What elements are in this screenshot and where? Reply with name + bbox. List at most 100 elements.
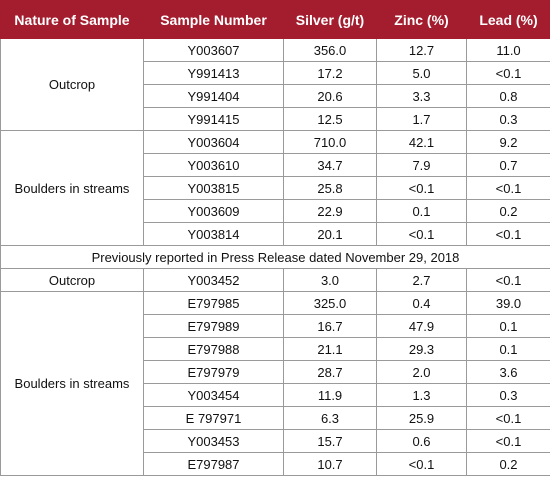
data-cell: <0.1 [466, 222, 550, 246]
data-row: E797989 16.7 47.9 0.1 [1, 314, 550, 338]
nature-cell: Boulders in streams [0, 291, 144, 476]
data-cell: 0.3 [466, 383, 550, 407]
data-cell: Y991404 [143, 84, 284, 108]
data-cell: 11.0 [466, 38, 550, 62]
data-cell: Y991413 [143, 61, 284, 85]
data-row: Y991404 20.6 3.3 0.8 [1, 84, 550, 108]
data-cell: <0.1 [466, 429, 550, 453]
data-cell: <0.1 [376, 222, 467, 246]
data-cell: 0.8 [466, 84, 550, 108]
data-cell: 0.6 [376, 429, 467, 453]
data-cell: 34.7 [283, 153, 377, 177]
data-row: E 797971 6.3 25.9 <0.1 [1, 406, 550, 430]
nature-cell: Outcrop [0, 38, 144, 131]
data-cell: Y991415 [143, 107, 284, 131]
data-row: Y003610 34.7 7.9 0.7 [1, 153, 550, 177]
table-body: Outcrop Y003607 356.0 12.7 11.0 Y991413 17.2 5.… [0, 38, 550, 476]
data-cell: 20.6 [283, 84, 377, 108]
data-cell: <0.1 [376, 452, 467, 476]
header-cell: Silver (g/t) [283, 0, 377, 39]
data-cell: 5.0 [376, 61, 467, 85]
data-row: Y003815 25.8 <0.1 <0.1 [1, 176, 550, 200]
data-cell: 1.7 [376, 107, 467, 131]
data-cell: 9.2 [466, 130, 550, 154]
header-cell: Nature of Sample [0, 0, 144, 39]
data-cell: <0.1 [466, 61, 550, 85]
data-cell: 20.1 [283, 222, 377, 246]
data-cell: Y003604 [143, 130, 284, 154]
note-row: Previously reported in Press Release dat… [0, 245, 550, 269]
data-cell: 3.6 [466, 360, 550, 384]
data-cell: 16.7 [283, 314, 377, 338]
data-cell: 6.3 [283, 406, 377, 430]
data-cell: 25.9 [376, 406, 467, 430]
data-cell: 42.1 [376, 130, 467, 154]
data-cell: 325.0 [283, 291, 377, 315]
data-cell: 0.1 [466, 337, 550, 361]
data-cell: <0.1 [466, 176, 550, 200]
data-cell: 3.3 [376, 84, 467, 108]
data-row: Y991413 17.2 5.0 <0.1 [1, 61, 550, 85]
data-cell: 710.0 [283, 130, 377, 154]
data-cell: 29.3 [376, 337, 467, 361]
header-row: Nature of Sample Sample Number Silver (g/t… [0, 0, 550, 39]
header-cell: Lead (%) [466, 0, 550, 39]
nature-cell: Boulders in streams [0, 130, 144, 246]
data-row: Boulders in streams E797985 325.0 0.4 39.0 [0, 291, 550, 476]
data-cell: <0.1 [466, 406, 550, 430]
data-cell: 47.9 [376, 314, 467, 338]
data-cell: E797979 [143, 360, 284, 384]
data-cell: E797985 [143, 291, 284, 315]
data-cell: 0.1 [466, 314, 550, 338]
header-cell: Zinc (%) [376, 0, 467, 39]
data-cell: 3.0 [283, 268, 377, 292]
data-cell: 39.0 [466, 291, 550, 315]
data-cell: 15.7 [283, 429, 377, 453]
data-cell: Y003814 [143, 222, 284, 246]
data-cell: Y003609 [143, 199, 284, 223]
data-cell: Y003815 [143, 176, 284, 200]
data-cell: 28.7 [283, 360, 377, 384]
data-cell: E 797971 [143, 406, 284, 430]
data-row: Y003454 11.9 1.3 0.3 [1, 383, 550, 407]
data-cell: 17.2 [283, 61, 377, 85]
data-row: Outcrop Y003452 3.0 2.7 <0.1 [0, 268, 550, 292]
data-cell: 1.3 [376, 383, 467, 407]
data-cell: 25.8 [283, 176, 377, 200]
data-cell: E797987 [143, 452, 284, 476]
data-cell: Y003452 [143, 268, 284, 292]
data-cell: 11.9 [283, 383, 377, 407]
data-row: Y991415 12.5 1.7 0.3 [1, 107, 550, 131]
data-cell: 0.2 [466, 452, 550, 476]
header-cell: Sample Number [143, 0, 284, 39]
data-row: Outcrop Y003607 356.0 12.7 11.0 [0, 38, 550, 131]
data-cell: 0.4 [376, 291, 467, 315]
data-row: E797987 10.7 <0.1 0.2 [1, 452, 550, 476]
data-cell: Y003607 [143, 38, 284, 62]
data-cell: 10.7 [283, 452, 377, 476]
data-cell: 0.1 [376, 199, 467, 223]
data-cell: 2.7 [376, 268, 467, 292]
data-cell: E797989 [143, 314, 284, 338]
data-row: Y003609 22.9 0.1 0.2 [1, 199, 550, 223]
data-cell: Y003453 [143, 429, 284, 453]
data-cell: Y003454 [143, 383, 284, 407]
data-cell: 0.7 [466, 153, 550, 177]
note-cell: Previously reported in Press Release dat… [0, 245, 550, 269]
data-cell: 21.1 [283, 337, 377, 361]
data-cell: 22.9 [283, 199, 377, 223]
data-cell: 0.3 [466, 107, 550, 131]
data-cell: 7.9 [376, 153, 467, 177]
data-cell: E797988 [143, 337, 284, 361]
data-cell: 356.0 [283, 38, 377, 62]
data-cell: 0.2 [466, 199, 550, 223]
data-cell: 12.7 [376, 38, 467, 62]
data-cell: Y003610 [143, 153, 284, 177]
nature-cell: Outcrop [0, 268, 144, 292]
data-row: Y003814 20.1 <0.1 <0.1 [1, 222, 550, 246]
data-cell: 12.5 [283, 107, 377, 131]
data-cell: <0.1 [466, 268, 550, 292]
data-row: Boulders in streams Y003604 710.0 42.1 9.2 [0, 130, 550, 246]
